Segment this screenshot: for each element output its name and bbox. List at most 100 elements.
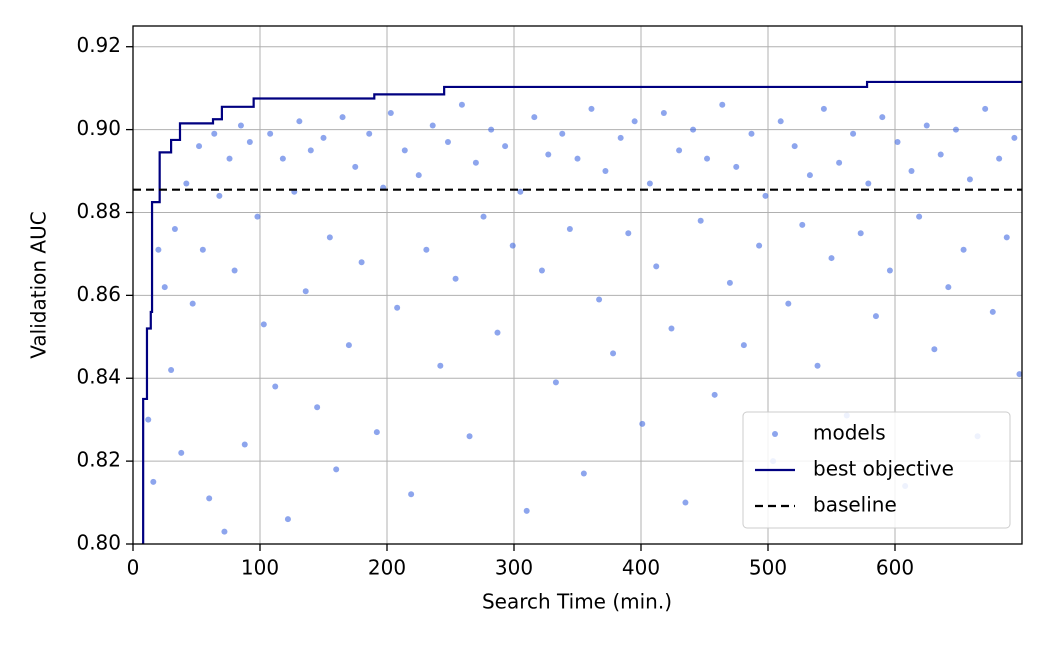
model-point (756, 242, 763, 249)
axes-frame (132, 25, 1023, 545)
model-point (588, 105, 595, 112)
model-point (480, 213, 487, 220)
model-point (1011, 134, 1018, 141)
legend-label: models (813, 421, 886, 445)
model-point (320, 134, 327, 141)
model-point (660, 110, 667, 117)
model-point (254, 213, 261, 220)
model-point (559, 130, 566, 137)
model-point (488, 126, 495, 133)
grid (132, 26, 1022, 545)
model-point (531, 114, 538, 121)
model-point (704, 155, 711, 162)
model-point (272, 383, 279, 390)
model-point (394, 304, 401, 311)
best-objective-line (141, 80, 1022, 544)
model-point (937, 151, 944, 158)
model-point (509, 242, 516, 249)
model-point (401, 147, 408, 154)
y-tick-label: 0.92 (76, 33, 121, 57)
model-point (237, 122, 244, 129)
model-point (199, 246, 206, 253)
model-point (726, 279, 733, 286)
model-point (617, 134, 624, 141)
model-point (408, 491, 415, 498)
model-point (711, 391, 718, 398)
model-point (221, 528, 228, 535)
model-point (333, 466, 340, 473)
model-point (458, 101, 465, 108)
model-point (799, 221, 806, 228)
x-tick-label: 300 (495, 556, 533, 580)
model-point (387, 110, 394, 117)
model-point (452, 275, 459, 282)
model-point (545, 151, 552, 158)
model-point (945, 284, 952, 291)
model-point (676, 147, 683, 154)
model-point (178, 449, 185, 456)
model-point (307, 147, 314, 154)
model-point (872, 313, 879, 320)
model-point (260, 321, 267, 328)
model-point (211, 130, 218, 137)
model-point (923, 122, 930, 129)
model-point (429, 122, 436, 129)
model-point (785, 300, 792, 307)
model-point (415, 172, 422, 179)
model-point (996, 155, 1003, 162)
model-point (523, 507, 530, 514)
model-point (552, 379, 559, 386)
model-point (155, 246, 162, 253)
model-point (580, 470, 587, 477)
model-point (894, 139, 901, 146)
model-point (989, 308, 996, 315)
ticks: 0 100 200 300 400 500 600 0.80 0.82 0.84 0.86 0.88 0… (76, 33, 914, 579)
model-point (284, 516, 291, 523)
model-point (886, 267, 893, 274)
model-point (517, 188, 524, 195)
model-point (216, 192, 223, 199)
model-point (777, 118, 784, 125)
plot-area (133, 80, 1022, 544)
y-tick-label: 0.86 (76, 282, 121, 306)
model-point (857, 230, 864, 237)
y-tick-label: 0.80 (76, 531, 121, 555)
model-point (196, 143, 203, 150)
model-point (820, 105, 827, 112)
model-point (850, 130, 857, 137)
model-point (646, 180, 653, 187)
model-point (960, 246, 967, 253)
model-point (296, 118, 303, 125)
model-point (373, 429, 380, 436)
legend-label: baseline (813, 493, 897, 517)
model-point (168, 366, 175, 373)
model-point (836, 159, 843, 166)
model-point (682, 499, 689, 506)
model-point (966, 176, 973, 183)
model-point (653, 263, 660, 270)
model-point (690, 126, 697, 133)
model-point (762, 192, 769, 199)
model-point (538, 267, 545, 274)
model-point (574, 155, 581, 162)
model-point (828, 255, 835, 262)
x-tick-label: 600 (876, 556, 914, 580)
model-point (668, 325, 675, 332)
legend-label: best objective (813, 457, 954, 481)
model-point (865, 180, 872, 187)
model-point (302, 288, 309, 295)
model-point (241, 441, 248, 448)
legend-marker (772, 431, 778, 437)
model-point (326, 234, 333, 241)
model-point (908, 168, 915, 175)
model-point (437, 362, 444, 369)
model-point (931, 346, 938, 353)
x-tick-label: 0 (127, 556, 140, 580)
x-tick-label: 500 (749, 556, 787, 580)
model-point (879, 114, 886, 121)
model-point (631, 118, 638, 125)
model-point (171, 226, 178, 233)
model-point (719, 101, 726, 108)
y-tick-label: 0.90 (76, 116, 121, 140)
